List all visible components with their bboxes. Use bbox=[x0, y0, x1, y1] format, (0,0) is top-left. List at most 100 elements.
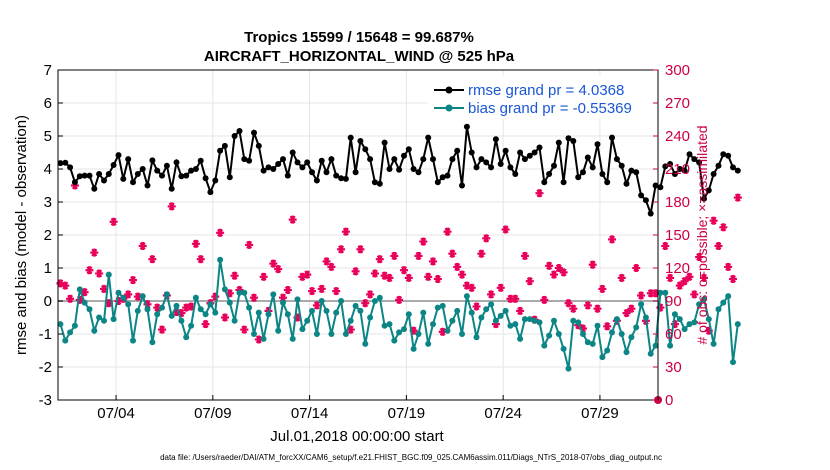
assimilated-obs-marker bbox=[588, 260, 597, 269]
chart-title-line2: AIRCRAFT_HORIZONTAL_WIND @ 525 hPa bbox=[204, 48, 515, 65]
series-point bbox=[444, 327, 451, 334]
series-point bbox=[284, 172, 291, 179]
series-point bbox=[604, 179, 611, 186]
series-point bbox=[492, 136, 499, 143]
series-point bbox=[609, 329, 615, 336]
assimilated-obs-marker bbox=[124, 290, 133, 299]
series-point bbox=[265, 311, 272, 318]
y-axis-left-ticks: -3 -2 -1 0 1 2 3 4 5 6 7 bbox=[39, 62, 63, 409]
assimilated-obs-marker bbox=[719, 223, 728, 232]
assimilated-obs-marker bbox=[385, 273, 394, 282]
series-point bbox=[328, 156, 335, 163]
y-right-tick-label: 210 bbox=[665, 161, 690, 178]
series-point bbox=[367, 314, 374, 321]
series-point bbox=[309, 307, 315, 314]
series-point bbox=[662, 289, 669, 296]
series-point bbox=[197, 157, 204, 164]
series-point bbox=[425, 134, 432, 141]
assimilated-obs-marker bbox=[622, 309, 631, 318]
series-point bbox=[260, 167, 267, 174]
series-point bbox=[701, 195, 707, 202]
series-point bbox=[347, 317, 354, 324]
assimilated-obs-marker bbox=[95, 269, 104, 278]
series-point bbox=[212, 177, 219, 184]
series-point bbox=[144, 182, 151, 189]
series-point bbox=[691, 319, 698, 326]
series-point bbox=[255, 142, 262, 149]
y-tick-label: 7 bbox=[44, 62, 52, 79]
series-point bbox=[734, 321, 741, 328]
series-point bbox=[207, 301, 214, 308]
series-point bbox=[483, 306, 490, 313]
series-point bbox=[512, 321, 519, 328]
series-point bbox=[439, 174, 446, 181]
series-point bbox=[188, 167, 195, 174]
series-point bbox=[642, 314, 649, 321]
series-point bbox=[62, 159, 69, 166]
series-point bbox=[342, 331, 349, 337]
series-point bbox=[192, 294, 199, 301]
series-point bbox=[555, 331, 562, 337]
series-point bbox=[463, 293, 470, 300]
assimilated-obs-marker bbox=[167, 202, 176, 211]
series-point bbox=[67, 329, 74, 336]
series-point bbox=[594, 322, 601, 329]
assimilated-obs-marker bbox=[283, 285, 292, 295]
assimilated-obs-marker bbox=[516, 306, 525, 315]
series-point bbox=[202, 175, 209, 182]
series-point bbox=[57, 321, 64, 328]
series-point bbox=[91, 185, 98, 192]
assimilated-obs-marker bbox=[288, 215, 297, 224]
assimilated-obs-marker bbox=[501, 225, 510, 234]
series-point bbox=[430, 321, 436, 328]
assimilated-obs-marker bbox=[240, 325, 249, 334]
series-point bbox=[580, 169, 586, 176]
legend-bias-marker bbox=[445, 104, 453, 112]
series-point bbox=[149, 157, 156, 164]
series-point bbox=[260, 335, 267, 342]
assimilated-obs-marker bbox=[308, 287, 317, 296]
assimilated-obs-marker bbox=[487, 290, 496, 299]
series-point bbox=[270, 291, 277, 298]
series-point bbox=[623, 180, 630, 187]
series-point bbox=[425, 340, 432, 347]
series-point bbox=[381, 139, 388, 146]
series-point bbox=[589, 340, 596, 347]
series-point bbox=[125, 301, 132, 308]
assimilated-obs-marker bbox=[549, 270, 558, 279]
assimilated-obs-marker bbox=[138, 241, 147, 251]
assimilated-obs-marker bbox=[201, 320, 210, 329]
series-point bbox=[710, 171, 717, 177]
y-right-tick-label: 30 bbox=[665, 359, 682, 376]
series-point bbox=[115, 152, 122, 159]
series-point bbox=[652, 182, 659, 189]
assimilated-obs-marker bbox=[317, 284, 326, 293]
series-point bbox=[725, 293, 732, 300]
series-point bbox=[333, 172, 340, 179]
series-point bbox=[91, 327, 98, 334]
series-point bbox=[497, 161, 504, 167]
series-point bbox=[565, 135, 572, 142]
assimilated-obs-marker bbox=[695, 252, 704, 262]
assimilated-obs-marker bbox=[191, 239, 200, 248]
assimilated-obs-marker bbox=[540, 295, 549, 304]
series-point bbox=[420, 156, 427, 163]
series-point bbox=[536, 144, 543, 151]
series-point bbox=[270, 166, 277, 172]
assimilated-obs-marker bbox=[506, 294, 515, 303]
series-point bbox=[357, 138, 364, 144]
series-point bbox=[642, 197, 649, 204]
y-right-tick-label: 240 bbox=[665, 128, 690, 145]
series-point bbox=[541, 342, 548, 349]
series-point bbox=[188, 322, 195, 329]
series-point bbox=[507, 322, 514, 329]
series-point bbox=[628, 167, 635, 174]
series-point bbox=[705, 187, 712, 194]
assimilated-obs-marker bbox=[370, 269, 379, 278]
assimilated-obs-marker bbox=[458, 270, 467, 279]
series-point bbox=[275, 327, 282, 334]
series-point bbox=[197, 306, 204, 313]
series-point bbox=[226, 299, 233, 306]
series-point bbox=[628, 334, 635, 341]
series-point bbox=[536, 319, 543, 326]
